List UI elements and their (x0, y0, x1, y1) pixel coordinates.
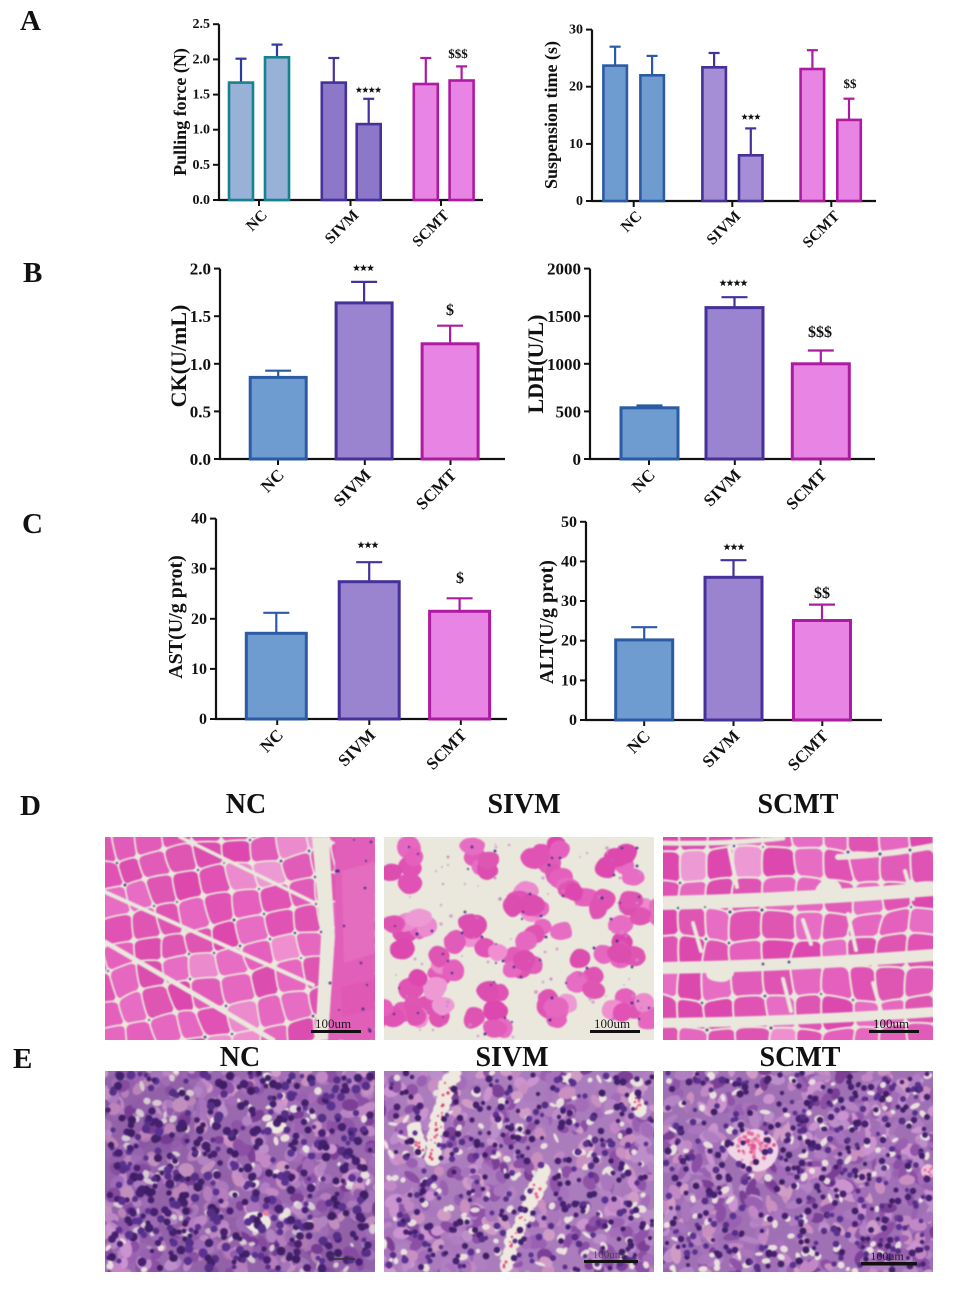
svg-text:1500: 1500 (547, 307, 581, 326)
svg-text:1.5: 1.5 (193, 88, 211, 103)
svg-text:B: B (23, 257, 42, 289)
svg-text:500: 500 (556, 402, 582, 421)
svg-text:SCMT: SCMT (760, 1042, 841, 1073)
svg-text:$$: $$ (844, 76, 858, 91)
svg-text:$: $ (456, 570, 464, 587)
svg-text:$$$: $$$ (448, 46, 468, 61)
svg-text:10: 10 (569, 137, 583, 152)
svg-text:0.0: 0.0 (193, 193, 211, 208)
svg-text:0.5: 0.5 (190, 402, 211, 421)
svg-text:D: D (20, 790, 41, 822)
svg-text:ALT(U/g prot): ALT(U/g prot) (536, 560, 558, 684)
svg-text:10: 10 (561, 672, 577, 689)
svg-text:0: 0 (573, 450, 582, 469)
svg-text:100um: 100um (873, 1016, 909, 1031)
svg-text:2000: 2000 (547, 260, 581, 279)
svg-text:1.0: 1.0 (193, 123, 211, 138)
svg-text:Suspension time (s): Suspension time (s) (541, 41, 562, 189)
svg-text:CK(U/mL): CK(U/mL) (166, 305, 191, 408)
svg-text:40: 40 (191, 511, 207, 528)
svg-text:SIVM: SIVM (487, 789, 560, 820)
svg-text:100um: 100um (593, 1249, 624, 1261)
svg-text:20: 20 (569, 80, 583, 95)
svg-text:SIVM: SIVM (475, 1042, 548, 1073)
svg-text:LDH(U/L): LDH(U/L) (523, 315, 548, 414)
svg-text:E: E (13, 1043, 32, 1075)
svg-text:20: 20 (561, 633, 577, 650)
svg-text:C: C (22, 508, 43, 540)
svg-text:$$$: $$$ (808, 324, 832, 341)
svg-text:30: 30 (191, 561, 207, 578)
svg-text:2.0: 2.0 (193, 52, 211, 67)
svg-text:SCMT: SCMT (758, 789, 839, 820)
svg-text:2.0: 2.0 (190, 260, 211, 279)
svg-text:100um: 100um (870, 1249, 904, 1263)
svg-text:2.5: 2.5 (193, 17, 211, 32)
svg-text:$: $ (446, 302, 454, 319)
svg-text:0.5: 0.5 (193, 158, 211, 173)
svg-text:$$: $$ (814, 585, 830, 602)
svg-text:30: 30 (561, 593, 577, 610)
svg-text:30: 30 (569, 23, 583, 38)
svg-text:100um: 100um (315, 1016, 351, 1031)
svg-text:NC: NC (226, 789, 266, 820)
svg-text:Pulling force (N): Pulling force (N) (170, 48, 191, 176)
svg-text:A: A (20, 5, 41, 37)
svg-text:1000: 1000 (547, 355, 581, 374)
svg-text:0: 0 (576, 194, 583, 209)
svg-text:NC: NC (220, 1042, 260, 1073)
svg-text:100um: 100um (594, 1016, 630, 1031)
svg-text:50: 50 (561, 514, 577, 531)
svg-text:0: 0 (199, 711, 207, 728)
svg-text:20: 20 (191, 611, 207, 628)
svg-text:1.0: 1.0 (190, 355, 211, 374)
svg-text:10: 10 (191, 661, 207, 678)
svg-text:AST(U/g prot): AST(U/g prot) (165, 555, 187, 679)
svg-text:1.5: 1.5 (190, 307, 211, 326)
svg-text:0.0: 0.0 (190, 450, 211, 469)
svg-text:40: 40 (561, 553, 577, 570)
svg-text:0: 0 (569, 712, 577, 729)
